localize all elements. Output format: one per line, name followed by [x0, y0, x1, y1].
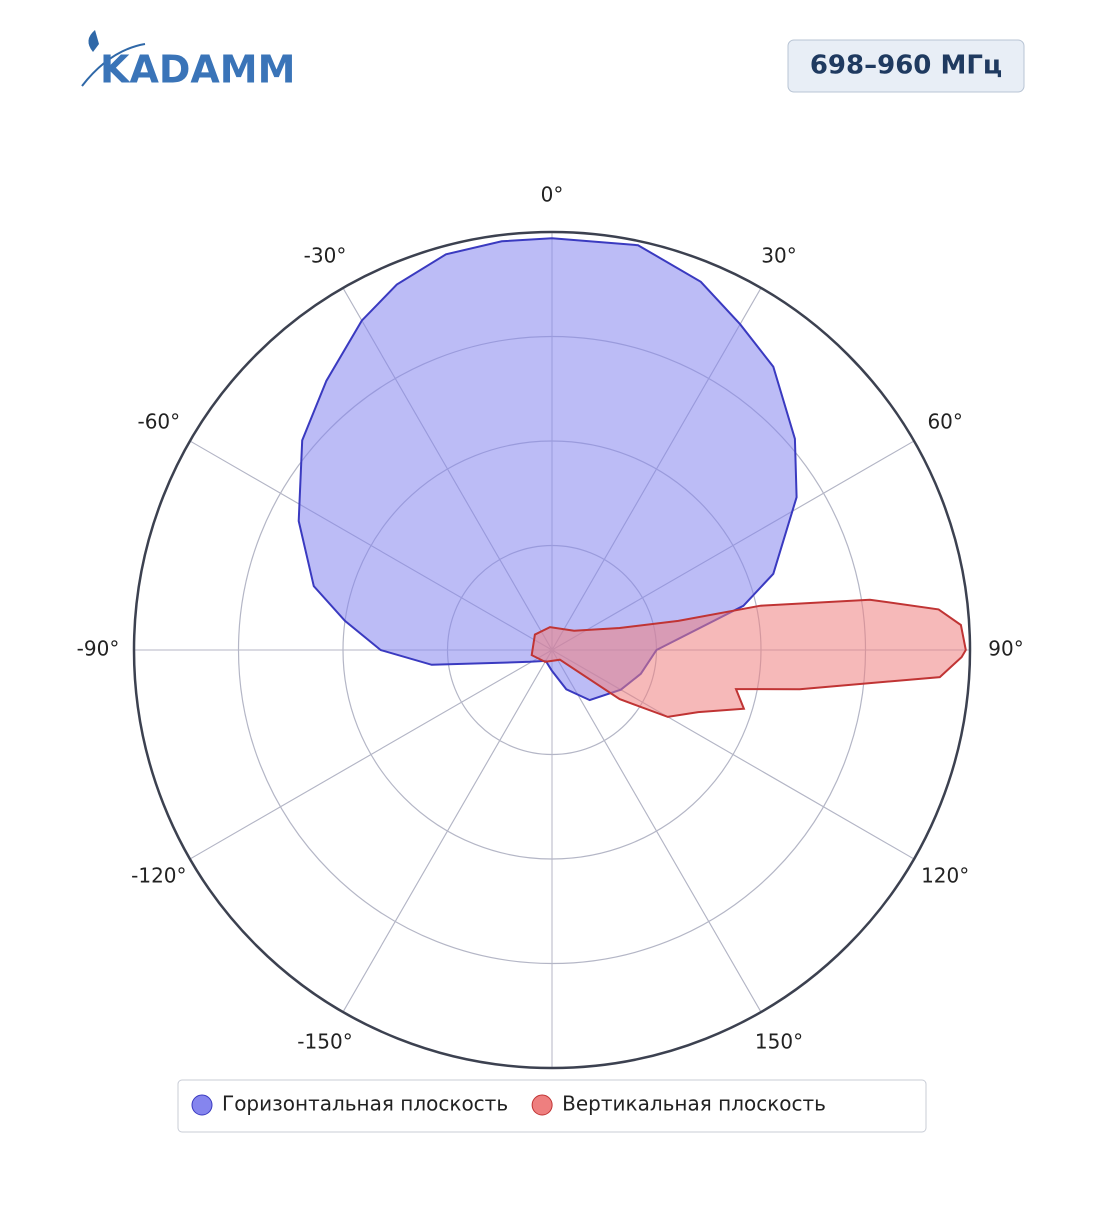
angle-label: -90°: [77, 637, 120, 661]
badge: 698–960 МГц: [810, 51, 1002, 81]
angle-label: 90°: [988, 637, 1023, 661]
angle-label: -150°: [297, 1030, 352, 1054]
legend-label: Вертикальная плоскость: [562, 1092, 826, 1116]
pattern-area: [297, 237, 798, 702]
legend-marker: [191, 1094, 213, 1116]
angle-label: 120°: [921, 864, 969, 888]
pattern-area: [530, 598, 967, 718]
angle-label: 60°: [927, 410, 962, 434]
logo-mark: [88, 30, 99, 52]
logo-swoosh: [81, 43, 146, 87]
legend-marker: [531, 1094, 553, 1116]
angle-label: 30°: [761, 243, 796, 267]
logo-text: KADAMM: [100, 48, 295, 92]
angle-label: 150°: [755, 1030, 803, 1054]
angle-label: 0°: [541, 183, 564, 207]
badge-box: [787, 39, 1025, 93]
angle-label: -30°: [304, 243, 347, 267]
angle-label: -120°: [131, 864, 186, 888]
logo: KADAMM: [81, 30, 295, 92]
legend-label: Горизонтальная плоскость: [222, 1092, 508, 1116]
angle-label: -60°: [137, 410, 180, 434]
outer-ring: [132, 230, 972, 1070]
